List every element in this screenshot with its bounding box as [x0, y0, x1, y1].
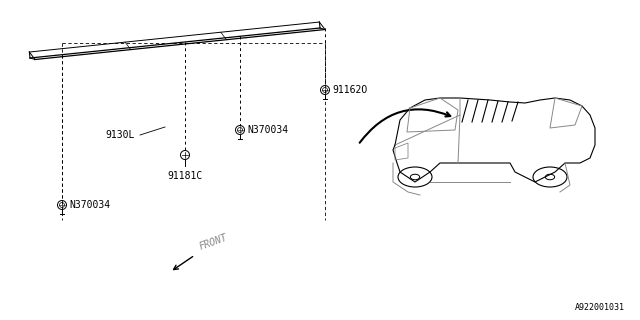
Text: N370034: N370034: [247, 125, 288, 135]
Text: FRONT: FRONT: [198, 233, 229, 252]
FancyArrowPatch shape: [360, 109, 451, 143]
Text: N370034: N370034: [69, 200, 110, 210]
Text: 9130L: 9130L: [105, 130, 134, 140]
Text: 91162O: 91162O: [332, 85, 367, 95]
Text: A922001031: A922001031: [575, 303, 625, 312]
Text: 91181C: 91181C: [168, 171, 203, 181]
